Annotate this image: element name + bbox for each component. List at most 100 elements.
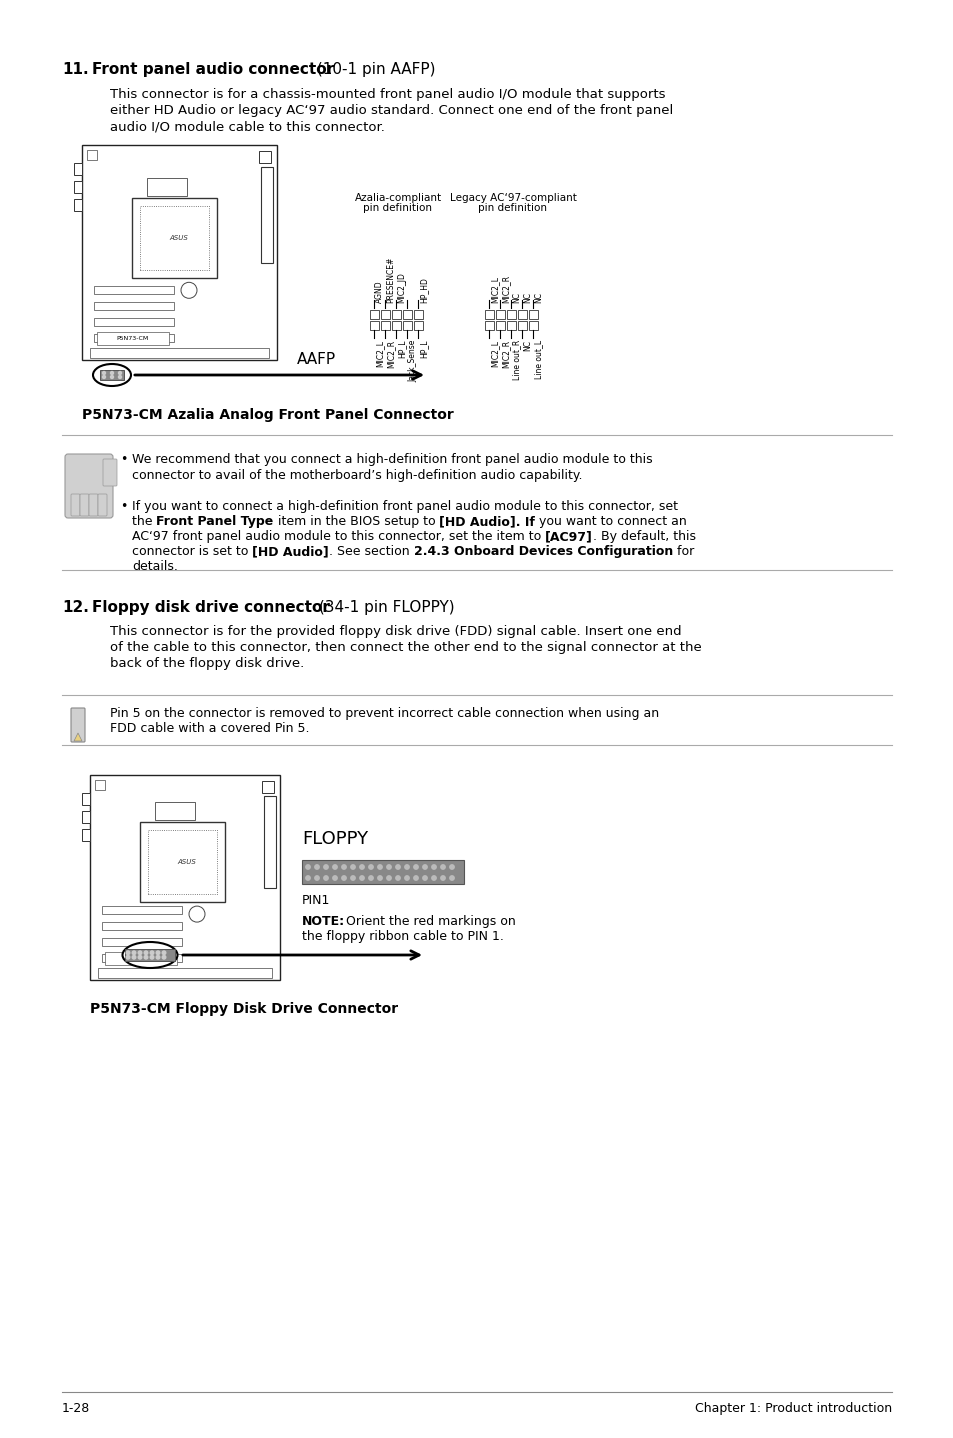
Bar — [258, 151, 271, 162]
Text: Front Panel Type: Front Panel Type — [156, 515, 274, 528]
Circle shape — [432, 864, 436, 869]
Bar — [140, 206, 209, 270]
Text: details.: details. — [132, 559, 177, 572]
Bar — [506, 311, 516, 319]
Circle shape — [377, 876, 382, 880]
Bar — [140, 823, 225, 902]
Circle shape — [440, 864, 445, 869]
Text: the floppy ribbon cable to PIN 1.: the floppy ribbon cable to PIN 1. — [302, 930, 503, 943]
Circle shape — [162, 955, 166, 959]
Bar — [105, 952, 177, 965]
Bar — [132, 198, 216, 279]
Bar — [529, 321, 537, 329]
Text: NC: NC — [522, 292, 532, 303]
Text: (34-1 pin FLOPPY): (34-1 pin FLOPPY) — [314, 600, 455, 615]
Circle shape — [102, 371, 106, 374]
Bar — [94, 334, 173, 342]
Text: (10-1 pin AAFP): (10-1 pin AAFP) — [312, 62, 435, 78]
Text: Jack_Sense: Jack_Sense — [408, 339, 416, 383]
Circle shape — [118, 371, 121, 374]
Circle shape — [118, 375, 121, 378]
Circle shape — [156, 955, 160, 959]
Text: MIC2_L: MIC2_L — [375, 339, 384, 367]
Text: [HD Audio]: [HD Audio] — [253, 545, 329, 558]
Circle shape — [138, 951, 142, 955]
Text: PRESENCE#: PRESENCE# — [386, 256, 395, 303]
Circle shape — [351, 876, 355, 880]
Bar — [147, 178, 187, 197]
Bar — [392, 311, 400, 319]
Text: back of the floppy disk drive.: back of the floppy disk drive. — [110, 657, 304, 670]
Ellipse shape — [122, 942, 177, 968]
Bar — [125, 949, 174, 961]
Text: FDD cable with a covered Pin 5.: FDD cable with a covered Pin 5. — [110, 722, 309, 735]
Circle shape — [132, 955, 135, 959]
Bar — [94, 302, 173, 311]
Bar — [496, 311, 504, 319]
Circle shape — [422, 864, 427, 869]
Bar — [402, 321, 412, 329]
Text: NC: NC — [522, 339, 532, 351]
Circle shape — [369, 864, 373, 869]
Text: Orient the red markings on: Orient the red markings on — [341, 915, 516, 928]
Circle shape — [359, 864, 364, 869]
Text: . See section: . See section — [329, 545, 414, 558]
Bar — [100, 370, 124, 380]
Bar — [98, 968, 272, 978]
Circle shape — [156, 951, 160, 955]
Bar — [414, 311, 422, 319]
Bar — [97, 332, 169, 345]
Circle shape — [386, 876, 391, 880]
Text: you want to connect an: you want to connect an — [535, 515, 686, 528]
Text: P5N73-CM Floppy Disk Drive Connector: P5N73-CM Floppy Disk Drive Connector — [90, 1002, 397, 1017]
Circle shape — [395, 876, 399, 880]
Bar — [95, 779, 105, 789]
Circle shape — [126, 951, 130, 955]
Polygon shape — [74, 733, 82, 741]
Text: HP_L: HP_L — [396, 339, 406, 358]
Circle shape — [150, 955, 153, 959]
Circle shape — [386, 864, 391, 869]
Circle shape — [162, 951, 166, 955]
Bar — [517, 311, 526, 319]
Text: P5N73-CM: P5N73-CM — [125, 956, 157, 962]
FancyBboxPatch shape — [71, 707, 85, 742]
Text: Pin 5 on the connector is removed to prevent incorrect cable connection when usi: Pin 5 on the connector is removed to pre… — [110, 707, 659, 720]
Bar — [90, 775, 280, 981]
Text: This connector is for the provided floppy disk drive (FDD) signal cable. Insert : This connector is for the provided flopp… — [110, 626, 680, 638]
Text: ASUS: ASUS — [170, 236, 189, 242]
Bar — [506, 321, 516, 329]
Text: •: • — [120, 500, 128, 513]
Bar — [148, 830, 216, 894]
Circle shape — [449, 876, 454, 880]
Bar — [102, 938, 182, 946]
Bar — [82, 792, 90, 805]
Text: •: • — [120, 453, 128, 466]
Text: ASUS: ASUS — [177, 858, 196, 866]
Bar — [402, 311, 412, 319]
Text: NC: NC — [512, 292, 520, 303]
Text: 12.: 12. — [62, 600, 89, 615]
Circle shape — [395, 864, 399, 869]
Text: the: the — [132, 515, 156, 528]
Text: NC: NC — [534, 292, 542, 303]
Text: HP_L: HP_L — [418, 339, 428, 358]
Bar — [74, 162, 82, 175]
Text: Legacy AC‘97-compliant: Legacy AC‘97-compliant — [449, 193, 576, 203]
Circle shape — [314, 864, 319, 869]
Circle shape — [369, 876, 373, 880]
Bar — [154, 802, 194, 820]
Bar — [102, 953, 182, 962]
Text: item in the BIOS setup to: item in the BIOS setup to — [274, 515, 439, 528]
Circle shape — [440, 876, 445, 880]
Text: either HD Audio or legacy AC‘97 audio standard. Connect one end of the front pan: either HD Audio or legacy AC‘97 audio st… — [110, 104, 673, 116]
Circle shape — [333, 876, 336, 880]
Circle shape — [432, 876, 436, 880]
Bar — [370, 321, 378, 329]
Text: This connector is for a chassis-mounted front panel audio I/O module that suppor: This connector is for a chassis-mounted … — [110, 88, 665, 101]
Bar — [496, 321, 504, 329]
Circle shape — [132, 951, 135, 955]
FancyBboxPatch shape — [89, 495, 98, 516]
Text: MIC2_R: MIC2_R — [500, 275, 510, 303]
Text: for: for — [672, 545, 694, 558]
